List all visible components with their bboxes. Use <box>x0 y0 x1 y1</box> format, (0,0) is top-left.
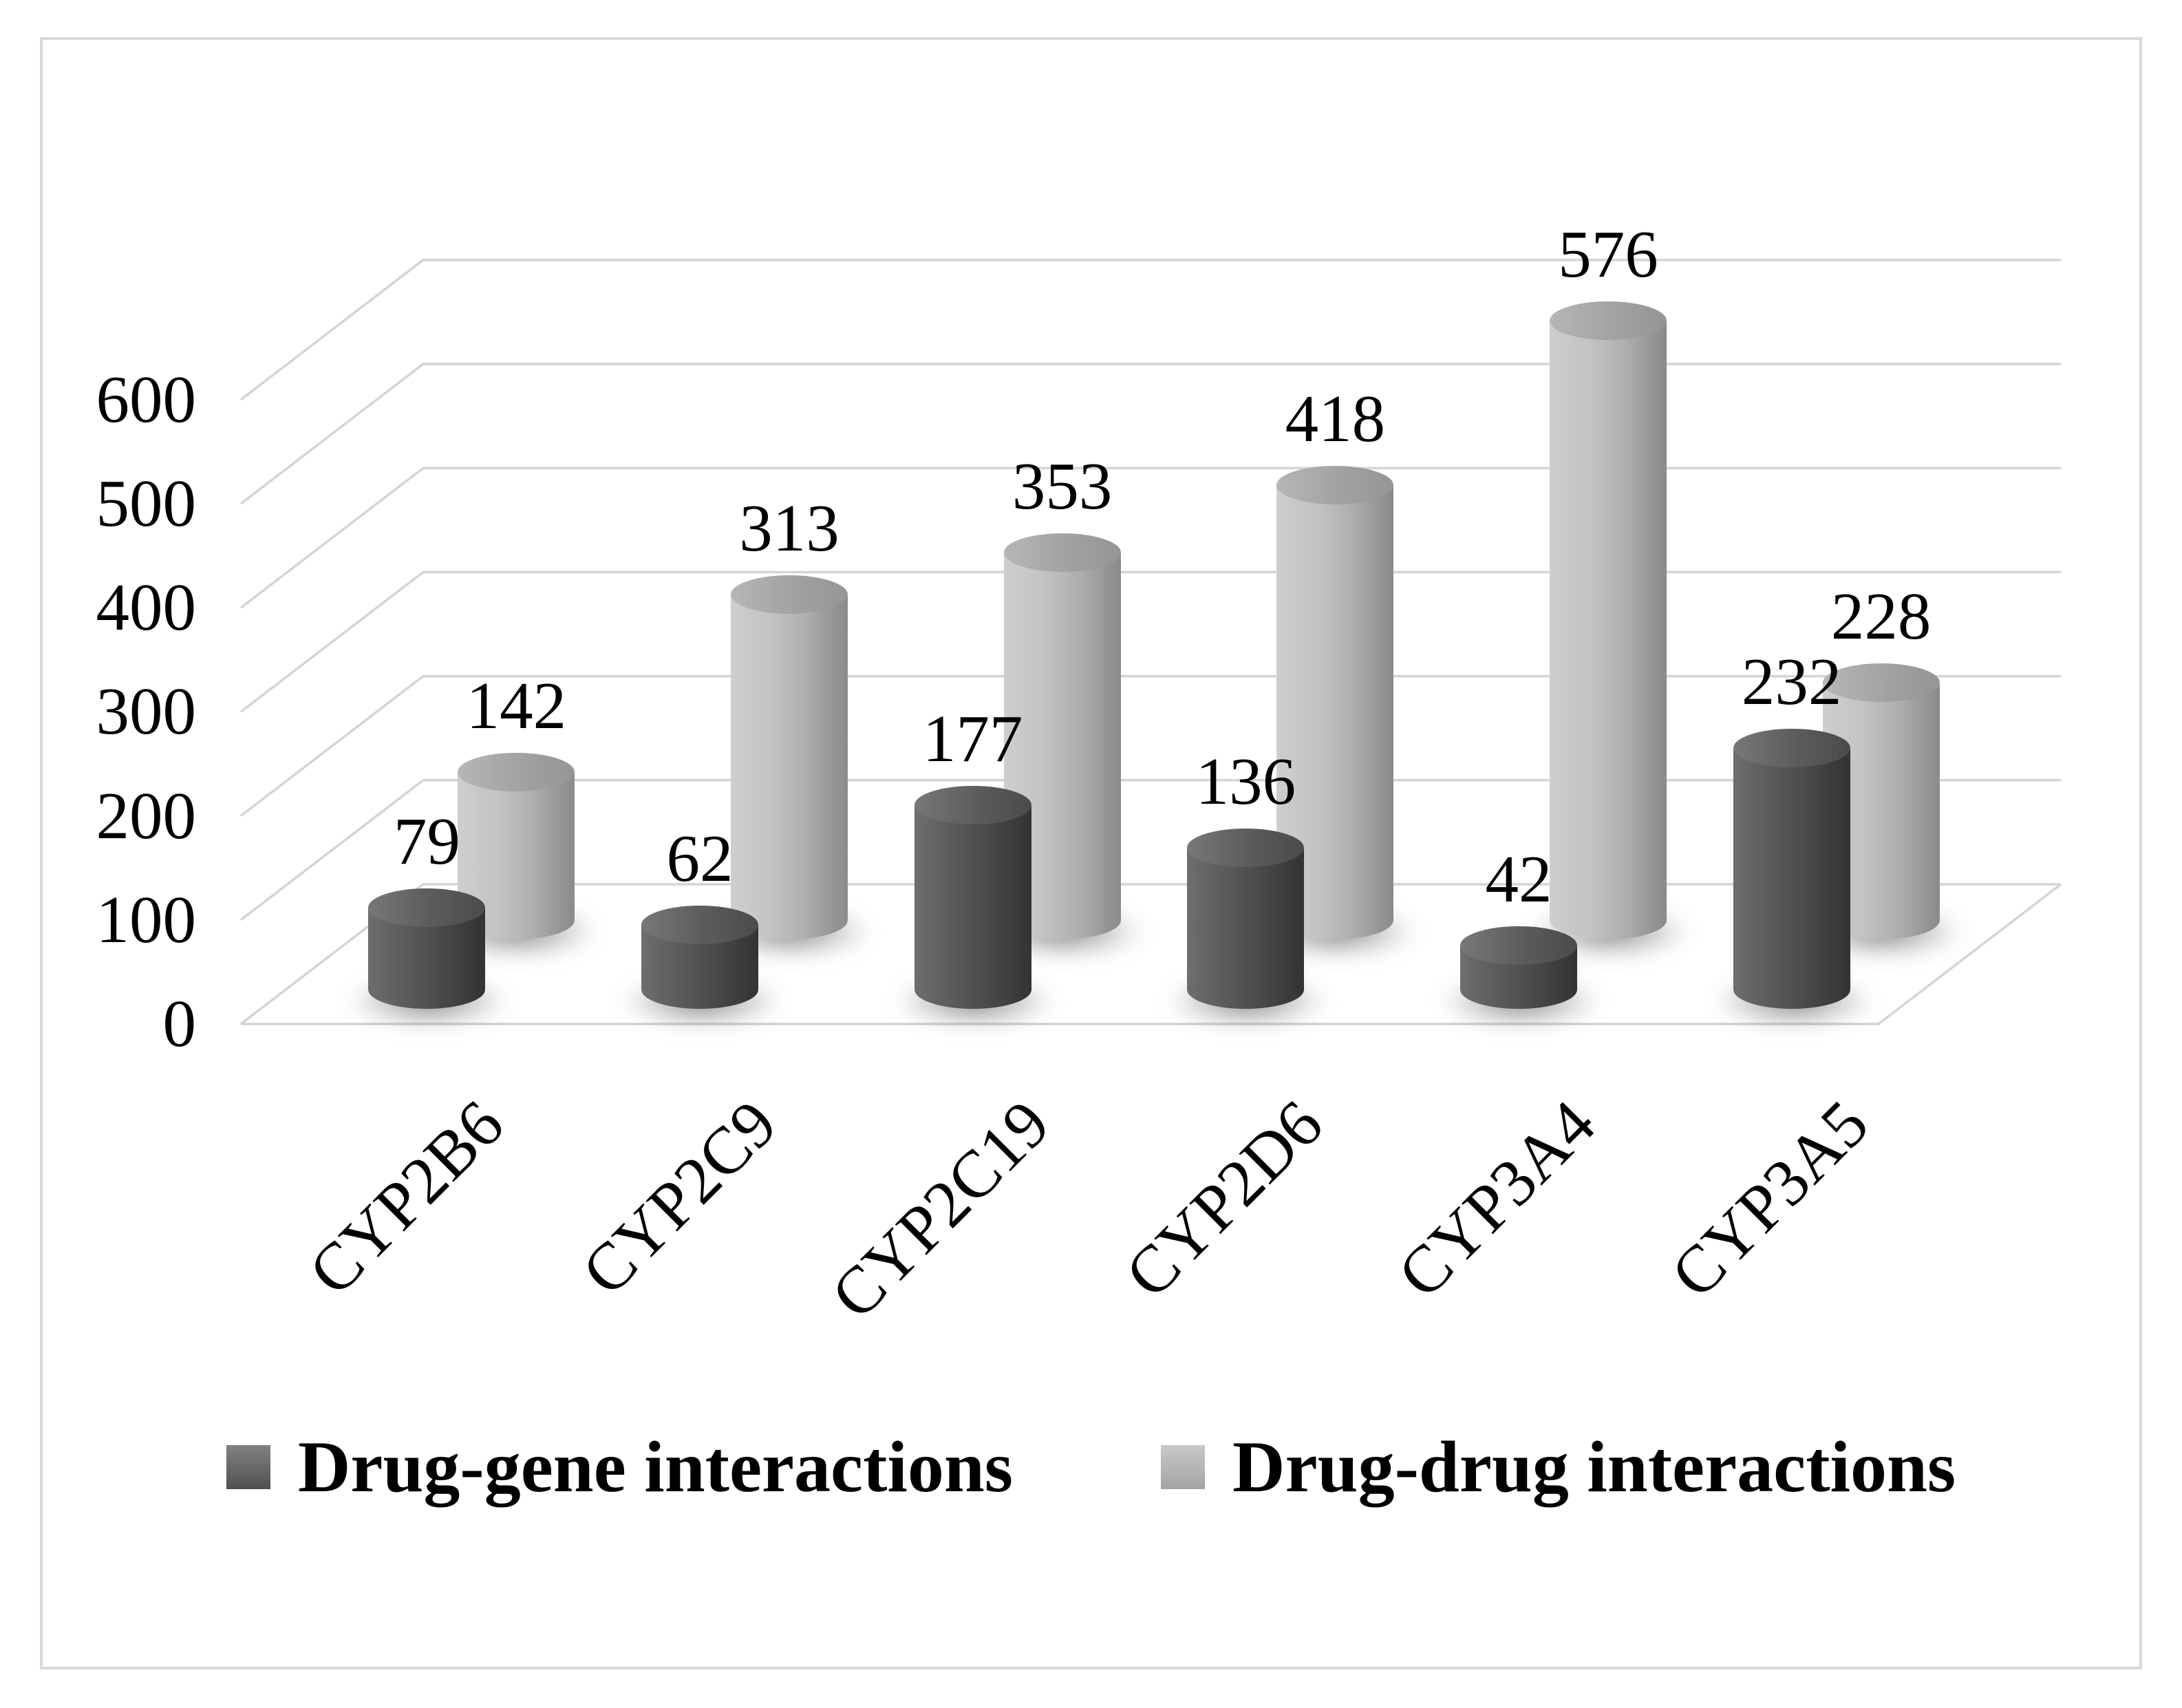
cylinder-body <box>1550 321 1667 920</box>
legend-swatch-drug-gene-icon <box>226 1445 270 1489</box>
legend-item-drug-gene: Drug-gene interactions <box>226 1426 1013 1508</box>
legend-swatch-drug-drug-icon <box>1161 1445 1206 1489</box>
data-label: 313 <box>739 491 839 565</box>
legend-item-drug-drug: Drug-drug interactions <box>1161 1426 1956 1508</box>
cylinder-top <box>368 888 486 927</box>
data-label: 177 <box>922 702 1023 776</box>
cylinder-body <box>1187 848 1305 990</box>
cylinder-body <box>458 772 575 920</box>
y-axis-tick-label: 0 <box>162 987 197 1060</box>
cylinder-top <box>914 786 1031 825</box>
gridline-path <box>239 259 2062 1025</box>
data-label: 228 <box>1830 579 1932 654</box>
data-label: 136 <box>1195 745 1296 819</box>
cylinder-top <box>1550 301 1667 341</box>
cylinder-top <box>1003 533 1121 573</box>
cylinder-body <box>731 594 848 920</box>
cylinder-top <box>731 575 848 614</box>
legend: Drug-gene interactions Drug-drug interac… <box>0 1426 2182 1508</box>
data-label: 142 <box>466 669 567 743</box>
data-label: 232 <box>1741 645 1842 719</box>
cylinder-top <box>458 753 575 792</box>
cylinder-top <box>1822 663 1940 703</box>
y-axis-tick-label: 400 <box>96 570 197 645</box>
cylinder-top <box>641 906 758 945</box>
legend-label-drug-gene: Drug-gene interactions <box>297 1427 1014 1507</box>
y-axis-tick-label: 100 <box>96 882 197 957</box>
data-label: 79 <box>393 804 460 878</box>
cylinder-body <box>1733 748 1850 990</box>
y-axis-tick-label: 300 <box>96 674 197 749</box>
cylinder-top <box>1460 926 1577 965</box>
y-axis-tick-label: 200 <box>96 778 197 853</box>
cylinder-body <box>914 805 1031 990</box>
data-label: 576 <box>1558 217 1658 292</box>
legend-label-drug-drug: Drug-drug interactions <box>1232 1427 1956 1507</box>
cylinder-top <box>1733 729 1850 768</box>
y-axis-tick-label: 500 <box>96 467 197 540</box>
y-axis-tick-label: 600 <box>96 362 197 436</box>
data-label: 62 <box>666 822 734 896</box>
data-label: 353 <box>1012 449 1113 524</box>
cylinder-top <box>1187 829 1305 868</box>
cylinder-top <box>1276 465 1394 504</box>
data-label: 418 <box>1285 381 1386 456</box>
data-label: 42 <box>1485 842 1552 917</box>
